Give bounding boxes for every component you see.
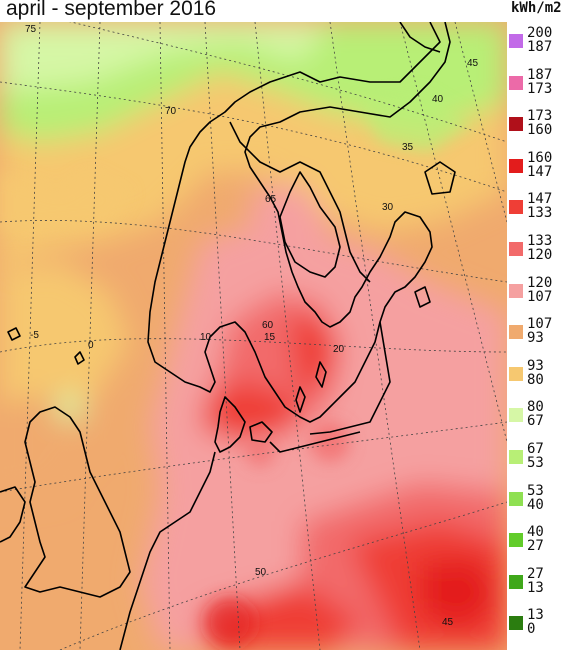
lat-label: 65 [265,194,277,205]
legend-item: 27 13 [507,563,587,605]
legend-lower-value: 93 [527,330,544,347]
legend-swatch [509,325,523,340]
legend-item: 107 93 [507,313,587,355]
legend-lower-value: 13 [527,579,544,596]
legend-item: 13 0 [507,604,587,646]
solar-radiation-map: 75 70 65 60 50 45 -5 0 10 15 20 30 35 40… [0,22,507,650]
legend-swatch [509,616,523,631]
lon-label: 10 [200,332,212,343]
legend-lower-value: 107 [527,288,553,305]
legend-item: 67 53 [507,438,587,480]
legend-lower-value: 67 [527,413,544,430]
legend-upper-value: 40 [527,524,544,541]
legend-swatch [509,283,523,298]
legend-lower-value: 187 [527,39,553,55]
lat-label: 70 [165,106,177,117]
lon-label: 40 [432,94,444,105]
legend-upper-value: 67 [527,441,544,457]
legend-swatch [509,491,523,506]
legend-upper-value: 133 [527,233,553,249]
coastlines [0,22,456,650]
radiation-detail [0,92,470,647]
legend-swatch [509,34,523,48]
legend-lower-value: 120 [527,247,553,263]
legend-item: 133 120 [507,230,587,272]
legend-upper-value: 80 [527,399,544,416]
legend-upper-value: 200 [527,25,553,41]
legend-swatch [509,450,523,464]
lon-label: 45 [467,58,479,69]
legend-swatch [509,117,523,132]
lon-label: 35 [402,142,414,153]
legend-lower-value: 53 [527,455,544,471]
legend-upper-value: 93 [527,357,544,374]
legend-swatch [509,366,523,381]
legend-item: 53 40 [507,480,587,522]
lat-label: 75 [25,24,37,35]
legend-upper-value: 27 [527,565,544,582]
legend-item: 200 187 [507,22,587,64]
legend-swatch [509,75,523,90]
lon-label: 0 [88,340,94,351]
lat-label: 50 [255,567,267,578]
legend-swatch [509,533,523,548]
legend-lower-value: 147 [527,163,553,180]
legend-item: 40 27 [507,521,587,563]
legend-swatch [509,408,523,423]
chart-title: april - september 2016 [6,0,217,20]
legend-item: 147 133 [507,188,587,230]
legend-item: 93 80 [507,355,587,397]
legend-unit: kWh/m2 [511,0,562,16]
legend-upper-value: 53 [527,482,544,499]
lon-label: 30 [382,202,394,213]
legend-swatch [509,200,523,215]
legend-item: 120 107 [507,272,587,314]
graticule [0,22,507,650]
legend-item: 160 147 [507,147,587,189]
legend-item: 80 67 [507,396,587,438]
legend-lower-value: 0 [527,621,536,638]
legend-upper-value: 107 [527,316,553,333]
color-legend: 200 187 187 173 173 160 160 147 147 133 133 120 120 1… [507,22,587,650]
legend-lower-value: 133 [527,205,553,222]
lat-label: 45 [442,617,454,628]
legend-lower-value: 160 [527,122,553,139]
legend-lower-value: 80 [527,371,544,388]
legend-upper-value: 13 [527,607,544,624]
legend-swatch [509,158,523,173]
legend-swatch [509,574,523,589]
lon-label: -5 [30,330,39,341]
legend-upper-value: 173 [527,108,553,125]
legend-swatch [509,242,523,256]
legend-lower-value: 173 [527,80,553,97]
lon-label: 20 [333,344,345,355]
legend-upper-value: 120 [527,274,553,291]
legend-item: 187 173 [507,64,587,106]
legend-upper-value: 147 [527,191,553,208]
legend-lower-value: 40 [527,496,544,513]
lat-label: 60 [262,320,274,331]
legend-lower-value: 27 [527,538,544,555]
lon-label: 15 [264,332,276,343]
legend-upper-value: 187 [527,66,553,83]
grid-labels: 75 70 65 60 50 45 -5 0 10 15 20 30 35 40… [25,24,479,628]
legend-item: 173 160 [507,105,587,147]
legend-upper-value: 160 [527,149,553,166]
